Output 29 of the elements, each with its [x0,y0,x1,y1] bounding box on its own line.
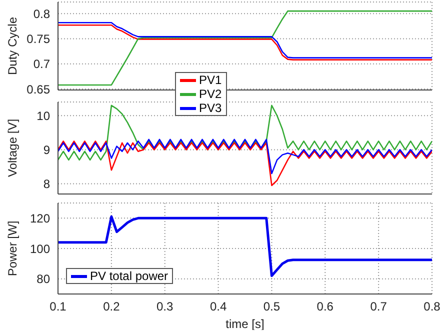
y-tick-label: 10 [36,108,50,123]
legend-label: PV total power [90,269,168,283]
y-axis-title: Power [W] [5,220,20,276]
x-tick-label: 0.7 [370,300,388,314]
line-series [58,10,432,86]
y-tick-label: 0.7 [33,57,50,72]
y-tick-label: 9 [43,142,50,157]
y-tick-label: 8 [43,177,50,192]
line-series [58,140,432,186]
x-tick-label: 0.1 [50,300,67,314]
legend-label: PV3 [199,101,222,115]
x-tick-label: 0.4 [210,300,227,314]
legend-label: PV2 [199,87,222,101]
y-tick-label: 80 [36,272,50,286]
y-axis-title: Voltage [V] [5,118,20,178]
y-axis-title: Duty Cycle [5,16,20,76]
y-tick-label: 120 [30,211,50,226]
y-tick-label: 0.75 [26,32,50,46]
line-series [58,104,432,161]
x-tick-label: 0.2 [103,300,120,314]
x-tick-label: 0.6 [316,300,334,314]
y-tick-label: 0.65 [26,82,50,96]
x-tick-label: 0.8 [424,300,441,314]
x-tick-label: 0.3 [156,300,174,314]
legend-label: PV1 [199,73,222,87]
x-tick-label: 0.5 [263,300,280,314]
y-tick-label: 100 [30,242,50,256]
y-tick-label: 0.8 [33,6,50,21]
line-series [58,138,432,174]
